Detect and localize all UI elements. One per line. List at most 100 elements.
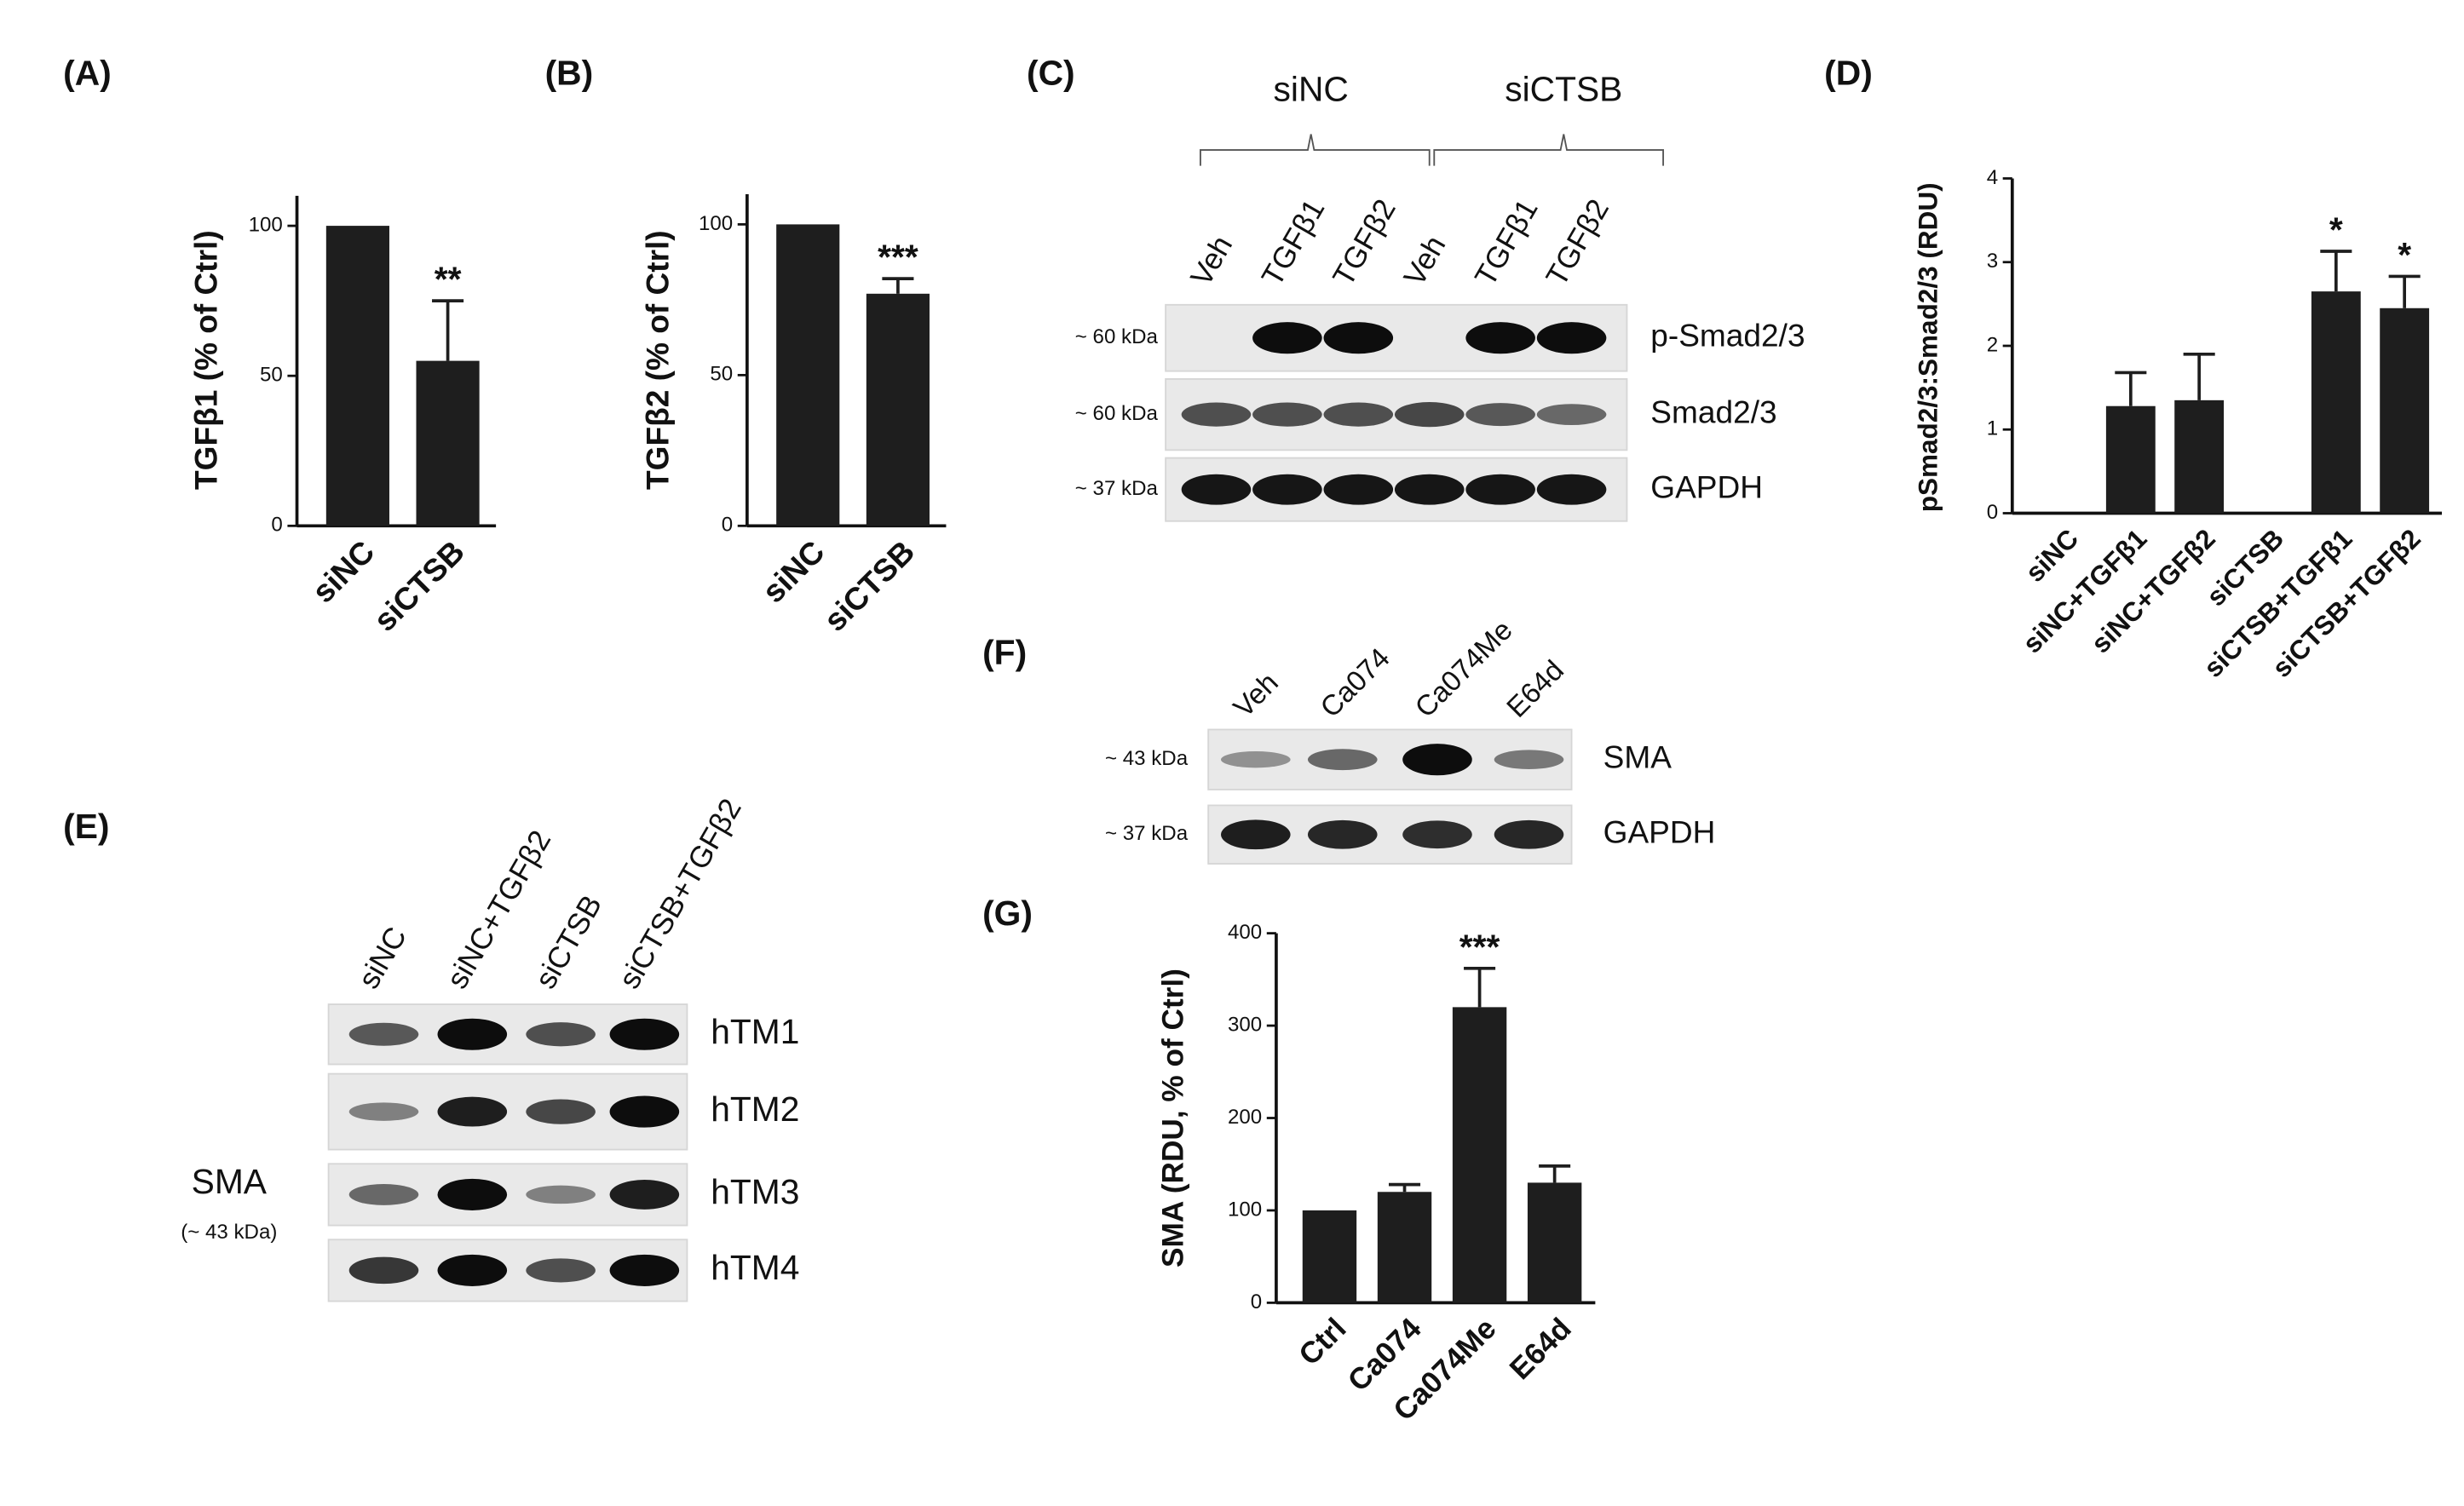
blot-band: [1394, 474, 1465, 505]
x-tick-label: siNC: [305, 533, 381, 609]
blot-band: [1323, 474, 1394, 505]
blot-band: [1323, 402, 1394, 427]
blot-band: [1252, 322, 1322, 354]
blot-band: [609, 1254, 680, 1286]
panel-label: (G): [982, 894, 1033, 933]
bar: [776, 224, 840, 526]
lane-label: siNC: [352, 922, 413, 995]
significance-label: ***: [1459, 927, 1500, 966]
blot-band: [348, 1022, 419, 1046]
y-axis-label: pSmad2/3:Smad2/3 (RDU): [1913, 182, 1943, 512]
blot-band: [1323, 322, 1394, 354]
significance-label: ***: [878, 238, 918, 277]
y-tick-label: 2: [1987, 333, 1998, 356]
blot-band: [1402, 820, 1472, 849]
blot-band: [348, 1102, 419, 1121]
lane-label: TGFβ1: [1256, 193, 1332, 291]
lane-label: E64d: [1501, 655, 1570, 724]
row-label: hTM2: [711, 1089, 799, 1129]
blot-band: [1307, 819, 1378, 849]
x-tick-label: Ctrl: [1292, 1312, 1352, 1371]
blot-band: [1394, 401, 1465, 428]
group-label: siNC: [1274, 69, 1349, 108]
row-label: hTM4: [711, 1248, 799, 1287]
row-label: hTM1: [711, 1012, 799, 1051]
group-brace: [1199, 134, 1431, 166]
panel-label: (A): [63, 54, 112, 93]
bar: [2380, 308, 2430, 514]
y-tick-label: 0: [271, 514, 282, 537]
panel-label: (F): [982, 633, 1027, 672]
blot-strip: [1207, 728, 1573, 790]
size-label: ~ 43 kDa: [1105, 747, 1189, 770]
blot-band: [1536, 474, 1607, 505]
y-tick-label: 4: [1987, 166, 1998, 189]
blot-band: [1465, 403, 1535, 427]
bar: [1527, 1182, 1582, 1303]
blot-band: [1252, 474, 1322, 505]
bar: [416, 360, 480, 526]
size-label: ~ 37 kDa: [1075, 477, 1159, 500]
panel-label: (D): [1824, 54, 1873, 93]
blot-band: [1465, 474, 1535, 505]
bar: [2174, 399, 2225, 514]
significance-label: *: [2398, 235, 2411, 274]
bar: [2105, 405, 2156, 514]
blot-band: [1536, 322, 1607, 354]
lane-label: TGFβ2: [1327, 193, 1402, 291]
lane-label: Veh: [1397, 230, 1452, 291]
blot-band: [526, 1185, 596, 1204]
blot-band: [1252, 402, 1322, 427]
blot-band: [1221, 819, 1291, 850]
blot-band: [1307, 749, 1378, 771]
y-tick-label: 100: [699, 212, 733, 235]
group-label: siCTSB: [1505, 69, 1622, 108]
y-axis-label: SMA (RDU, % of Ctrl): [1157, 969, 1190, 1267]
y-tick-label: 200: [1228, 1106, 1262, 1129]
blot-band: [526, 1258, 596, 1283]
blot-band: [609, 1179, 680, 1210]
lane-label: Veh: [1228, 667, 1285, 724]
y-tick-label: 100: [249, 213, 283, 236]
blot-band: [1536, 404, 1607, 426]
blot-band: [437, 1178, 508, 1210]
blot-band: [1221, 751, 1291, 768]
bar: [2311, 291, 2361, 514]
bar: [325, 226, 389, 526]
blot-band: [348, 1256, 419, 1285]
bar: [1302, 1210, 1357, 1303]
y-tick-label: 100: [1228, 1198, 1262, 1221]
size-label: ~ 37 kDa: [1105, 822, 1189, 845]
blot-band: [1494, 750, 1564, 770]
x-tick-label: siCTSB: [816, 533, 921, 638]
row-label: SMA: [1603, 739, 1672, 774]
y-axis-label: TGFβ1 (% of Ctrl): [188, 230, 224, 490]
y-tick-label: 1: [1987, 417, 1998, 440]
row-label: hTM3: [711, 1172, 799, 1211]
lane-label: TGFβ1: [1469, 193, 1545, 291]
size-label: ~ 60 kDa: [1075, 402, 1159, 425]
lane-label: siCTSB+TGFβ2: [613, 793, 748, 994]
y-axis-label: TGFβ2 (% of Ctrl): [640, 230, 676, 490]
panel-label: (C): [1027, 54, 1075, 93]
y-tick-label: 50: [260, 364, 283, 387]
y-tick-label: 400: [1228, 921, 1262, 944]
y-tick-label: 0: [722, 514, 733, 537]
row-label: GAPDH: [1603, 814, 1716, 850]
side-label: SMA: [192, 1162, 268, 1201]
lane-label: Ca074: [1315, 642, 1396, 724]
lane-label: Veh: [1184, 230, 1239, 291]
blot-band: [526, 1099, 596, 1124]
blot-band: [609, 1095, 680, 1128]
lane-label: TGFβ2: [1540, 193, 1615, 291]
panel-label: (B): [545, 54, 594, 93]
y-tick-label: 3: [1987, 250, 1998, 273]
blot-band: [1402, 744, 1472, 776]
bar: [866, 293, 930, 526]
panel-label: (E): [63, 807, 109, 846]
blot-band: [348, 1184, 419, 1205]
size-label: ~ 60 kDa: [1075, 325, 1159, 348]
blot-band: [1181, 474, 1252, 505]
